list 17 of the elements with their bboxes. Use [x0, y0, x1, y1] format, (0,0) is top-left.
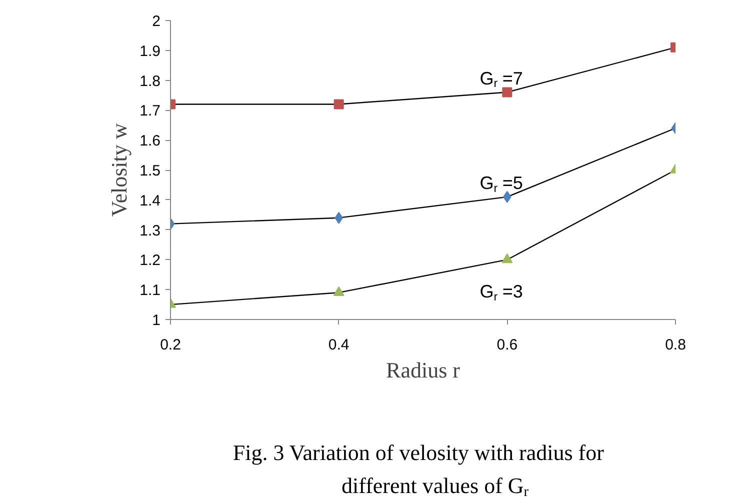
y-tick-label: 1.2	[140, 252, 161, 270]
x-tick-label: 0.2	[160, 336, 181, 354]
y-tick-label: 1.4	[140, 192, 161, 210]
y-tick-label: 1	[152, 312, 160, 329]
y-tick-label: 1.6	[140, 132, 161, 150]
y-tick-label: 1.7	[140, 102, 161, 120]
y-tick-label: 1.5	[140, 162, 161, 180]
y-tick-label: 1.1	[140, 282, 161, 300]
x-axis-title: Radius r	[386, 358, 461, 382]
y-tick-label: 1.3	[140, 222, 161, 240]
y-axis-title: Velosity w	[106, 123, 132, 217]
y-tick-label: 1.9	[140, 42, 161, 60]
y-tick-label: 1.8	[140, 72, 161, 90]
x-tick-label: 0.4	[328, 336, 350, 354]
y-tick-label: 2	[152, 13, 160, 30]
x-tick-label: 0.8	[665, 336, 686, 354]
x-tick-label: 0.6	[496, 336, 518, 354]
